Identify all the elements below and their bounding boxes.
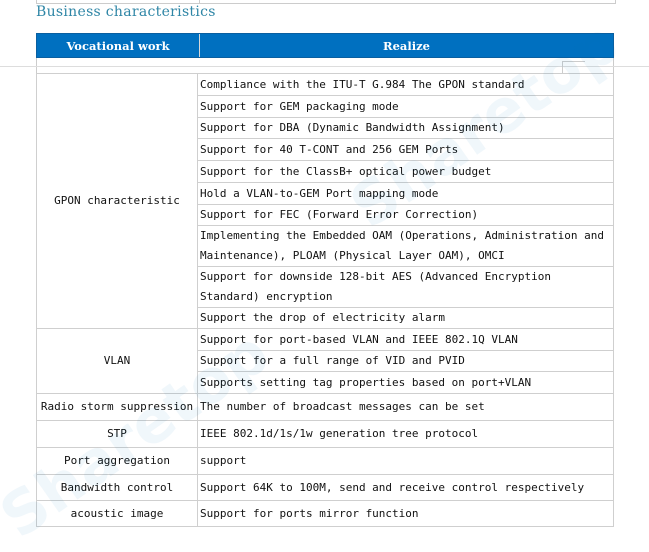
feature-detail-cell: Compliance with the ITU-T G.984 The GPON…: [197, 73, 614, 96]
table-row: Radio storm suppression The number of bro…: [36, 393, 614, 421]
table-row: acoustic image Support for ports mirror f…: [36, 500, 614, 527]
table-row: VLAN Support for port-based VLAN and IEEE…: [36, 328, 614, 394]
feature-detail-cell: Support for downside 128-bit AES (Advanc…: [197, 266, 614, 308]
page-break-line: [0, 66, 649, 67]
feature-name-cell: Radio storm suppression: [36, 393, 198, 421]
table-row: STP IEEE 802.1d/1s/1w generation tree pro…: [36, 420, 614, 448]
header-realize: Realize: [383, 38, 430, 53]
table-gap-row: [36, 58, 614, 73]
table-row: Support for a full range of VID and PVID: [37, 350, 614, 372]
feature-detail-cell: Hold a VLAN-to-GEM Port mapping mode: [197, 182, 614, 205]
table-row: Hold a VLAN-to-GEM Port mapping mode: [37, 182, 614, 205]
feature-detail-cell: Support for 40 T-CONT and 256 GEM Ports: [197, 138, 614, 161]
table-row: Port aggregation support: [36, 447, 614, 475]
feature-detail-cell: Support for GEM packaging mode: [197, 95, 614, 118]
feature-name-cell: acoustic image: [36, 500, 198, 527]
table-row: GPON characteristic Compliance with the I…: [36, 73, 614, 329]
previous-table-bottom: [36, 0, 616, 4]
feature-detail-cell: IEEE 802.1d/1s/1w generation tree protoc…: [197, 420, 614, 448]
table-resize-handle[interactable]: [562, 61, 585, 74]
feature-detail-cell: Support for ports mirror function: [197, 500, 614, 527]
feature-detail-cell: The number of broadcast messages can be …: [197, 393, 614, 421]
feature-name-cell: STP: [36, 420, 198, 448]
feature-detail-cell: support: [197, 447, 614, 475]
feature-detail-cell: Support the drop of electricity alarm: [197, 307, 614, 329]
feature-detail-cell: Support for DBA (Dynamic Bandwidth Assig…: [197, 117, 614, 139]
feature-name-cell: Bandwidth control: [36, 474, 198, 501]
feature-name-cell: Port aggregation: [36, 447, 198, 475]
header-vocational-work: Vocational work: [37, 34, 200, 57]
feature-detail-cell: Support 64K to 100M, send and receive co…: [197, 474, 614, 501]
section-title: Business characteristics: [36, 4, 216, 20]
feature-detail-cell: Support for FEC (Forward Error Correctio…: [197, 204, 614, 226]
feature-name-cell: VLAN: [36, 328, 198, 394]
table-row: Support for downside 128-bit AES (Advanc…: [37, 266, 614, 308]
characteristics-table: GPON characteristic Compliance with the I…: [36, 73, 614, 527]
table-row: Bandwidth control Support 64K to 100M, se…: [36, 474, 614, 501]
feature-detail-cell: Supports setting tag properties based on…: [197, 371, 614, 394]
feature-name-cell: GPON characteristic: [36, 73, 198, 329]
feature-detail-cell: Support for port-based VLAN and IEEE 802…: [197, 328, 614, 351]
table-row: Support for GEM packaging mode: [37, 95, 614, 118]
table-row: Implementing the Embedded OAM (Operation…: [37, 225, 614, 267]
feature-detail-cell: Support for a full range of VID and PVID: [197, 350, 614, 372]
feature-detail-cell: Support for the ClassB+ optical power bu…: [197, 160, 614, 183]
table-header: Vocational work Realize: [36, 33, 614, 58]
table-row: Support for DBA (Dynamic Bandwidth Assig…: [37, 117, 614, 139]
feature-detail-cell: Implementing the Embedded OAM (Operation…: [197, 225, 614, 267]
